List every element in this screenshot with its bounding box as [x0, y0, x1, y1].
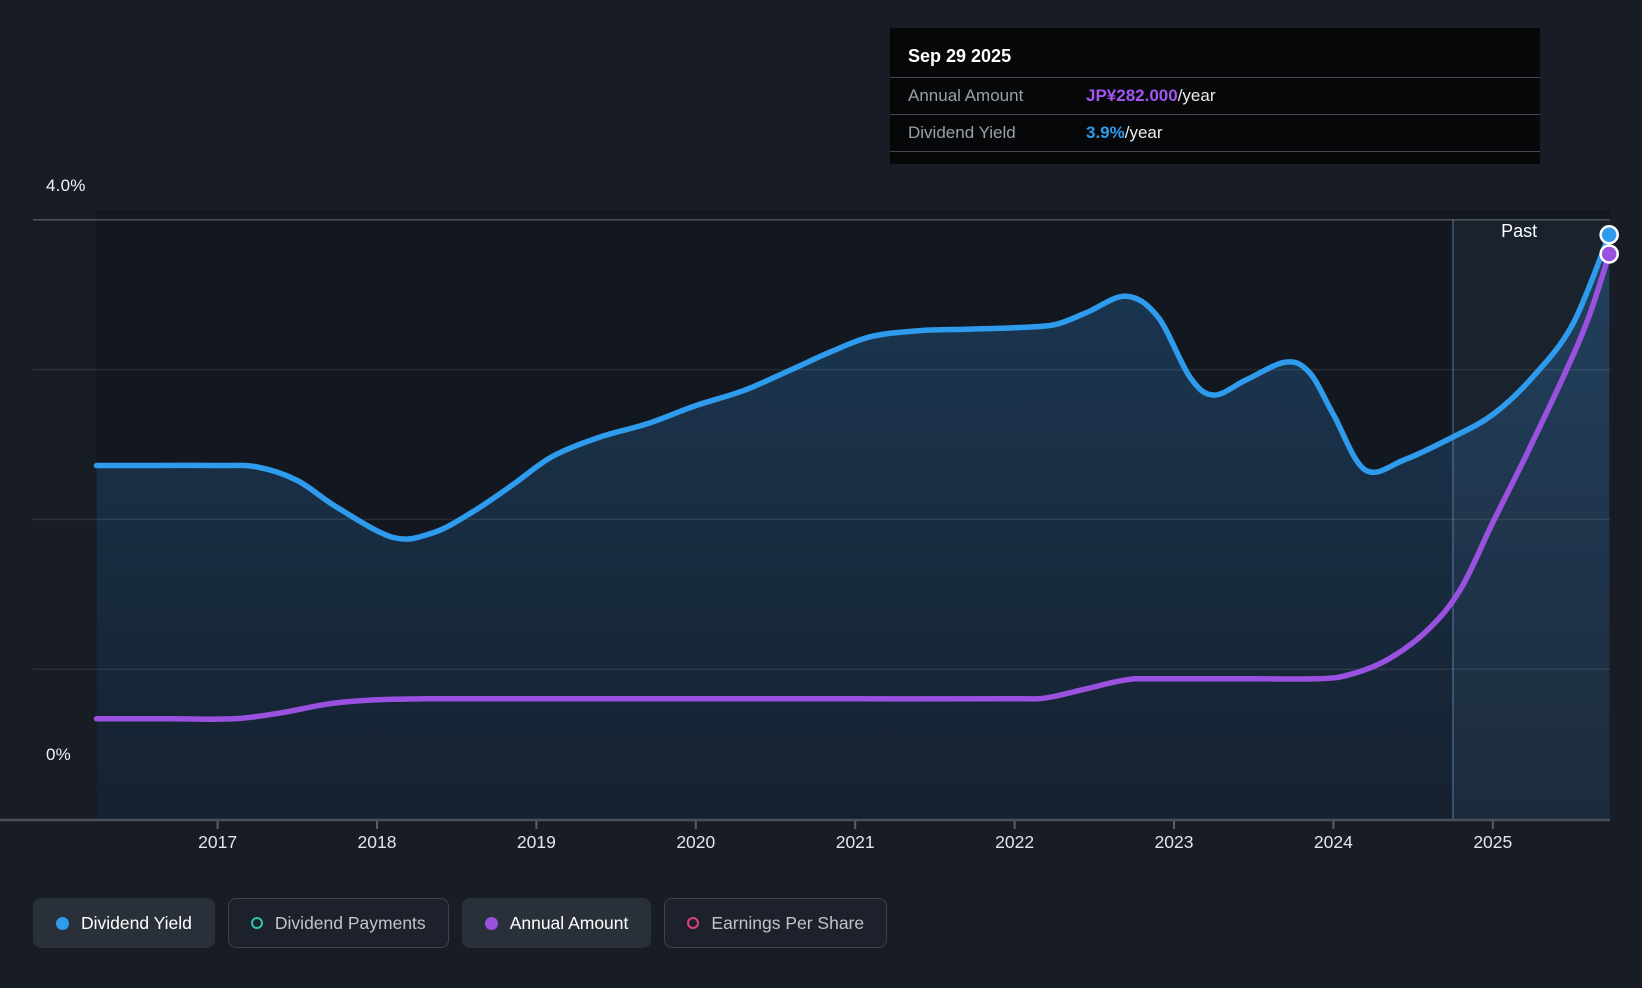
tooltip-label: Dividend Yield — [908, 123, 1016, 142]
past-region-band — [1452, 219, 1610, 820]
x-axis-label-2022: 2022 — [995, 832, 1035, 852]
tooltip-suffix: /year — [1177, 86, 1216, 105]
legend-button-label: Annual Amount — [509, 912, 629, 933]
annual-amount-endpoint-marker — [1599, 244, 1619, 264]
legend-dot-icon — [56, 916, 69, 930]
tooltip-value-annual-amount: JP¥282.000 — [1086, 86, 1178, 105]
legend-dot-icon — [484, 916, 498, 930]
legend-button-dividend-payments[interactable]: Dividend Payments — [227, 898, 449, 948]
x-axis-label-2020: 2020 — [676, 832, 716, 852]
legend-button-dividend-yield[interactable]: Dividend Yield — [33, 898, 215, 948]
dividend-yield-endpoint-marker — [1599, 225, 1619, 245]
x-axis-label-2017: 2017 — [198, 832, 238, 852]
legend-button-label: Earnings Per Share — [711, 912, 865, 933]
tooltip-label: Annual Amount — [908, 86, 1024, 105]
y-axis-bottom-label: 0% — [46, 745, 71, 764]
x-axis-label-2023: 2023 — [1154, 832, 1194, 852]
annual-amount-line — [93, 251, 1612, 722]
tooltip-suffix: /year — [1124, 123, 1163, 142]
legend-button-annual-amount[interactable]: Annual Amount — [461, 898, 652, 948]
tooltip-date: Sep 29 2025 — [908, 46, 1012, 66]
tooltip-value-dividend-yield: 3.9% — [1086, 123, 1125, 142]
legend-ring-icon — [687, 917, 700, 929]
legend-button-label: Dividend Payments — [274, 912, 426, 933]
x-axis-label-2025: 2025 — [1473, 832, 1513, 852]
dividend-yield-line — [93, 232, 1612, 542]
legend-ring-icon — [250, 917, 263, 929]
x-axis-label-2024: 2024 — [1313, 832, 1353, 852]
legend-button-label: Dividend Yield — [81, 912, 192, 933]
tooltip-row-dividend-yield: Dividend Yield 3.9%/year — [890, 114, 1540, 152]
chart-legend: Dividend Yield Dividend Payments Annual Am… — [33, 898, 888, 948]
x-axis-label-2018: 2018 — [357, 832, 397, 852]
legend-button-earnings-per-share[interactable]: Earnings Per Share — [664, 898, 888, 948]
x-axis-label-2021: 2021 — [835, 832, 875, 852]
tooltip-row-annual-amount: Annual Amount JP¥282.000/year — [890, 77, 1540, 114]
x-axis-label-2019: 2019 — [516, 832, 556, 852]
y-axis-top-label: 4.0% — [46, 176, 86, 195]
chart-tooltip: Sep 29 2025 Annual Amount JP¥282.000/yea… — [890, 28, 1540, 164]
past-region-label: Past — [1501, 221, 1538, 241]
dividend-yield-area — [96, 234, 1610, 820]
